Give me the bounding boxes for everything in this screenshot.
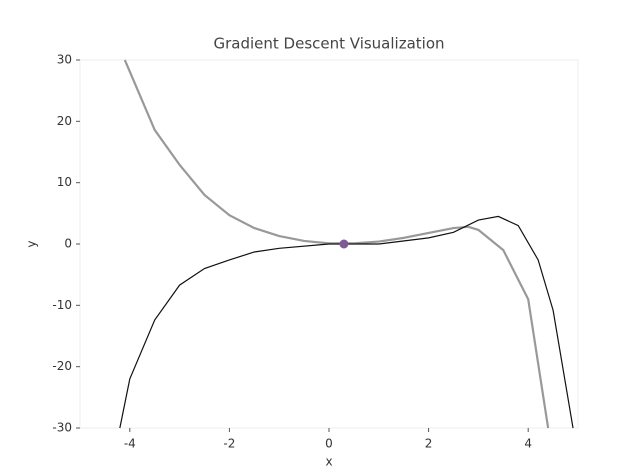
x-tick-label: 2 bbox=[425, 437, 433, 451]
curve bbox=[119, 215, 574, 429]
y-tick-label: 0 bbox=[64, 237, 72, 251]
y-tick-label: -20 bbox=[52, 359, 72, 373]
chart-title: Gradient Descent Visualization bbox=[213, 35, 444, 53]
y-tick-label: 30 bbox=[57, 53, 72, 67]
y-tick-label: -30 bbox=[52, 421, 72, 435]
current-point bbox=[339, 239, 349, 249]
x-tick-label: 4 bbox=[524, 437, 532, 451]
y-axis-label: y bbox=[25, 240, 39, 247]
curve bbox=[123, 59, 550, 429]
x-tick-label: 0 bbox=[325, 437, 333, 451]
y-tick-label: 20 bbox=[57, 114, 72, 128]
x-tick-label: -4 bbox=[124, 437, 136, 451]
y-tick-label: 10 bbox=[57, 175, 72, 189]
x-axis-label: x bbox=[325, 455, 332, 469]
y-tick-label: -10 bbox=[52, 298, 72, 312]
x-tick-label: -2 bbox=[223, 437, 235, 451]
